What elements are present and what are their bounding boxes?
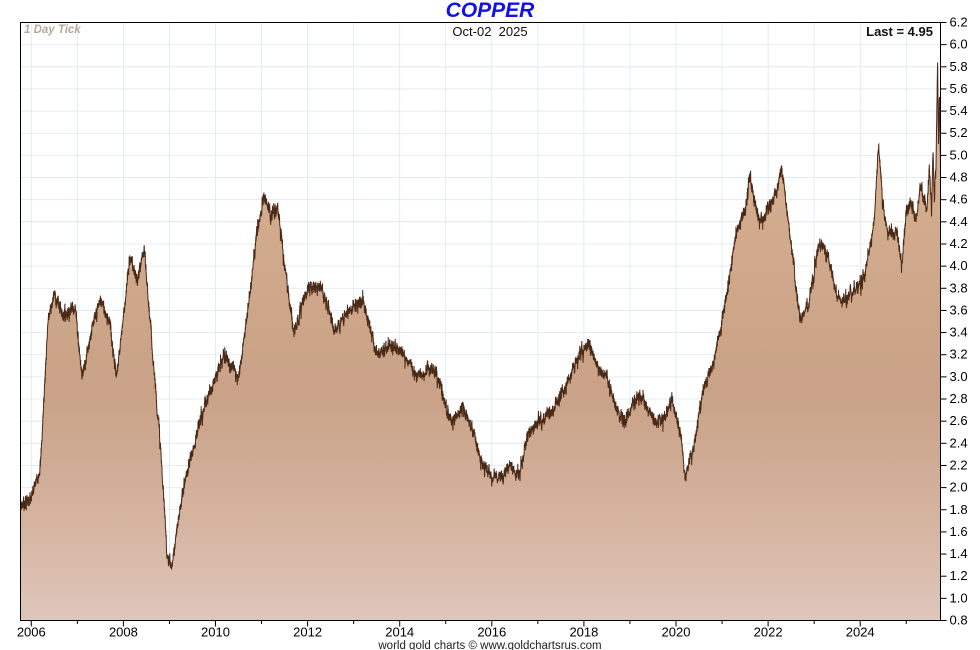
svg-text:1.8: 1.8 <box>950 502 968 517</box>
svg-text:2.4: 2.4 <box>950 435 968 450</box>
svg-text:1.6: 1.6 <box>950 524 968 539</box>
svg-text:1.0: 1.0 <box>950 590 968 605</box>
svg-text:3.2: 3.2 <box>950 347 968 362</box>
svg-text:1.4: 1.4 <box>950 546 968 561</box>
svg-text:1.2: 1.2 <box>950 568 968 583</box>
svg-text:2.0: 2.0 <box>950 480 968 495</box>
svg-text:3.4: 3.4 <box>950 325 968 340</box>
svg-text:2006: 2006 <box>17 625 46 640</box>
svg-text:4.8: 4.8 <box>950 170 968 185</box>
svg-text:4.4: 4.4 <box>950 214 968 229</box>
svg-text:5.4: 5.4 <box>950 103 968 118</box>
svg-text:2016: 2016 <box>477 625 506 640</box>
svg-text:5.8: 5.8 <box>950 59 968 74</box>
svg-text:2018: 2018 <box>569 625 598 640</box>
svg-text:2.6: 2.6 <box>950 413 968 428</box>
svg-text:2012: 2012 <box>293 625 322 640</box>
svg-text:5.2: 5.2 <box>950 125 968 140</box>
svg-text:3.0: 3.0 <box>950 369 968 384</box>
svg-text:0.8: 0.8 <box>950 613 968 628</box>
svg-text:4.2: 4.2 <box>950 236 968 251</box>
svg-text:3.8: 3.8 <box>950 280 968 295</box>
svg-text:2008: 2008 <box>109 625 138 640</box>
svg-text:2022: 2022 <box>754 625 783 640</box>
svg-text:2.8: 2.8 <box>950 391 968 406</box>
svg-text:4.0: 4.0 <box>950 258 968 273</box>
svg-text:2014: 2014 <box>385 625 414 640</box>
svg-text:2024: 2024 <box>846 625 875 640</box>
svg-text:3.6: 3.6 <box>950 302 968 317</box>
svg-text:2020: 2020 <box>662 625 691 640</box>
svg-text:2.2: 2.2 <box>950 457 968 472</box>
svg-text:4.6: 4.6 <box>950 192 968 207</box>
svg-text:5.0: 5.0 <box>950 147 968 162</box>
svg-text:2010: 2010 <box>201 625 230 640</box>
svg-text:5.6: 5.6 <box>950 81 968 96</box>
